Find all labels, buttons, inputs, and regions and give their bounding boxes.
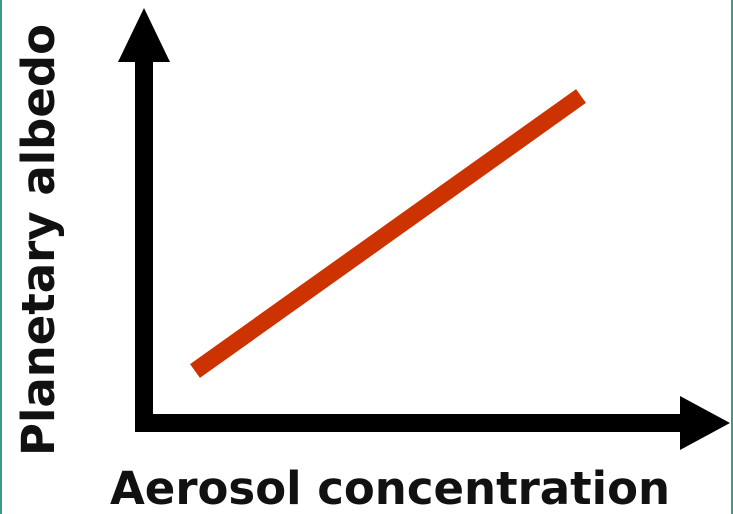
y-axis-label: Planetary albedo bbox=[12, 24, 65, 456]
x-axis bbox=[135, 414, 690, 432]
x-axis-label: Aerosol concentration bbox=[110, 462, 670, 514]
y-axis bbox=[135, 55, 153, 432]
y-axis-arrow bbox=[118, 8, 170, 62]
trend-line bbox=[190, 89, 586, 378]
x-axis-arrow bbox=[680, 396, 730, 450]
